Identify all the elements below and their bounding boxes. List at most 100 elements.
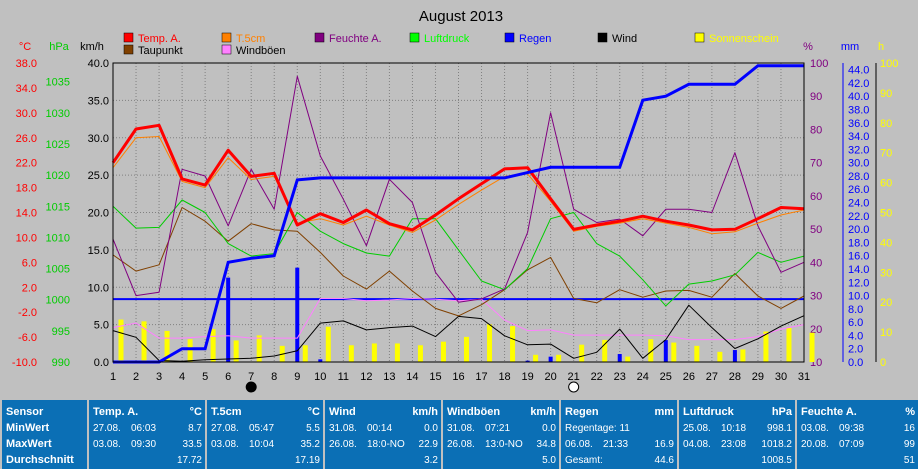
sunshine-bar: [533, 354, 539, 362]
sunshine-bar: [256, 335, 262, 362]
sunshine-bar: [809, 332, 815, 362]
y-tick-label-temp: -2.0: [18, 307, 37, 319]
y-tick-label-rain: 0.0: [848, 357, 863, 369]
stat-value: 16: [903, 423, 915, 434]
sunshine-bar: [648, 339, 654, 362]
axis-unit-label: mm: [841, 41, 859, 53]
row-label: Durchschnitt: [6, 454, 74, 466]
y-tick-label-rain: 2.0: [848, 344, 863, 356]
y-tick-label-pressure: 1000: [46, 295, 70, 307]
stat-date: 06.08.: [565, 439, 593, 450]
stat-time: 06:03: [131, 423, 157, 434]
row-label: MaxWert: [6, 438, 52, 450]
sunshine-bar: [417, 345, 423, 362]
column-header: Sensor: [6, 406, 84, 419]
y-tick-label-temp: 22.0: [16, 158, 37, 170]
stat-time: 00:14: [367, 423, 393, 434]
stat-value: 0.0: [542, 423, 556, 434]
column-header: Regen mm: [565, 406, 674, 419]
x-tick-label: 31: [798, 371, 810, 383]
sunshine-bar: [579, 344, 585, 362]
stats-row: 51: [801, 454, 915, 467]
y-tick-label-rain: 12.0: [848, 277, 869, 289]
stat-value: 33.5: [182, 439, 202, 450]
stats-row: 06.08. 21:33 16.9: [565, 438, 674, 451]
y-tick-label-wind: 5.0: [94, 320, 109, 332]
y-tick-label-sun: 100: [880, 58, 898, 70]
sunshine-bar: [164, 330, 170, 362]
y-tick-label-rain: 36.0: [848, 118, 869, 130]
y-tick-label-sun: 60: [880, 178, 892, 190]
y-tick-label-humidity: 70: [810, 158, 822, 170]
y-tick-label-pressure: 990: [52, 357, 70, 369]
stats-column: Feuchte A.% 03.08. 09:38 16 20.08. 07:09 99 51: [797, 400, 918, 469]
sunshine-bar: [556, 354, 562, 362]
stat-value: 1018.2: [761, 439, 792, 450]
series-line-temp-a-: [111, 123, 805, 232]
x-tick-label: 22: [591, 371, 603, 383]
sunshine-bar: [717, 351, 723, 362]
full-moon-icon: [568, 381, 580, 393]
legend-swatch: [694, 32, 705, 43]
series-line-feuchte-a-: [112, 75, 805, 303]
column-title: Windböen: [447, 406, 501, 418]
stats-row: MinWert: [6, 422, 84, 435]
stat-value: 8.7: [188, 423, 202, 434]
y-tick-label-rain: 6.0: [848, 317, 863, 329]
y-tick-label-sun: 90: [880, 88, 892, 100]
stat-value: 1008.5: [761, 455, 792, 466]
legend-swatch: [597, 32, 608, 43]
column-header: Temp. A. °C: [93, 406, 202, 419]
stat-time: 05:47: [249, 423, 275, 434]
column-unit: mm: [654, 406, 674, 418]
legend-swatch: [504, 32, 515, 43]
legend-swatch: [221, 44, 232, 55]
x-tick-label: 28: [729, 371, 741, 383]
stat-date: 26.08.: [329, 439, 357, 450]
y-tick-label-humidity: 80: [810, 124, 822, 136]
sunshine-bar: [325, 326, 331, 362]
legend-label: T.5cm: [236, 33, 265, 45]
stat-date: 20.08.: [801, 439, 829, 450]
y-tick-label-sun: 20: [880, 297, 892, 309]
stats-row: 03.08. 09:30 33.5: [93, 438, 202, 451]
x-tick-label: 5: [202, 371, 208, 383]
stats-row: 1008.5: [683, 454, 792, 467]
stats-row: 17.19: [211, 454, 320, 467]
y-tick-label-temp: 10.0: [16, 232, 37, 244]
y-tick-label-humidity: 100: [810, 58, 828, 70]
legend-label: Sonnenschein: [709, 33, 779, 45]
y-tick-label-humidity: 40: [810, 257, 822, 269]
sunshine-bar: [487, 324, 493, 362]
y-tick-label-humidity: 90: [810, 91, 822, 103]
stat-date: 31.08.: [447, 423, 475, 434]
column-title: Wind: [329, 406, 356, 418]
new-moon-icon: [245, 381, 257, 393]
series-line-wind: [112, 304, 805, 362]
y-tick-label-rain: 14.0: [848, 264, 869, 276]
stat-time: 13:0-NO: [485, 439, 523, 450]
legend-swatch: [123, 44, 134, 55]
legend-swatch: [123, 32, 134, 43]
y-tick-label-rain: 28.0: [848, 171, 869, 183]
column-unit: km/h: [530, 406, 556, 418]
y-tick-label-sun: 10: [880, 327, 892, 339]
stat-value: 17.19: [294, 455, 320, 466]
x-tick-label: 17: [475, 371, 487, 383]
axis-unit-label: hPa: [49, 41, 69, 53]
y-tick-label-rain: 44.0: [848, 65, 869, 77]
sunshine-bar: [510, 326, 516, 362]
x-tick-label: 1: [110, 371, 116, 383]
column-title: Sensor: [6, 406, 44, 418]
stat-value: 3.2: [424, 455, 438, 466]
column-header: T.5cm °C: [211, 406, 320, 419]
legend-label: Windböen: [236, 45, 286, 57]
stat-date: 03.08.: [801, 423, 829, 434]
x-tick-label: 12: [360, 371, 372, 383]
column-title: Temp. A.: [93, 406, 139, 418]
column-header: Feuchte A.%: [801, 406, 915, 419]
sunshine-bar: [302, 345, 308, 362]
stat-value: 5.5: [306, 423, 320, 434]
y-tick-label-rain: 10.0: [848, 291, 869, 303]
x-tick-label: 11: [338, 371, 349, 383]
